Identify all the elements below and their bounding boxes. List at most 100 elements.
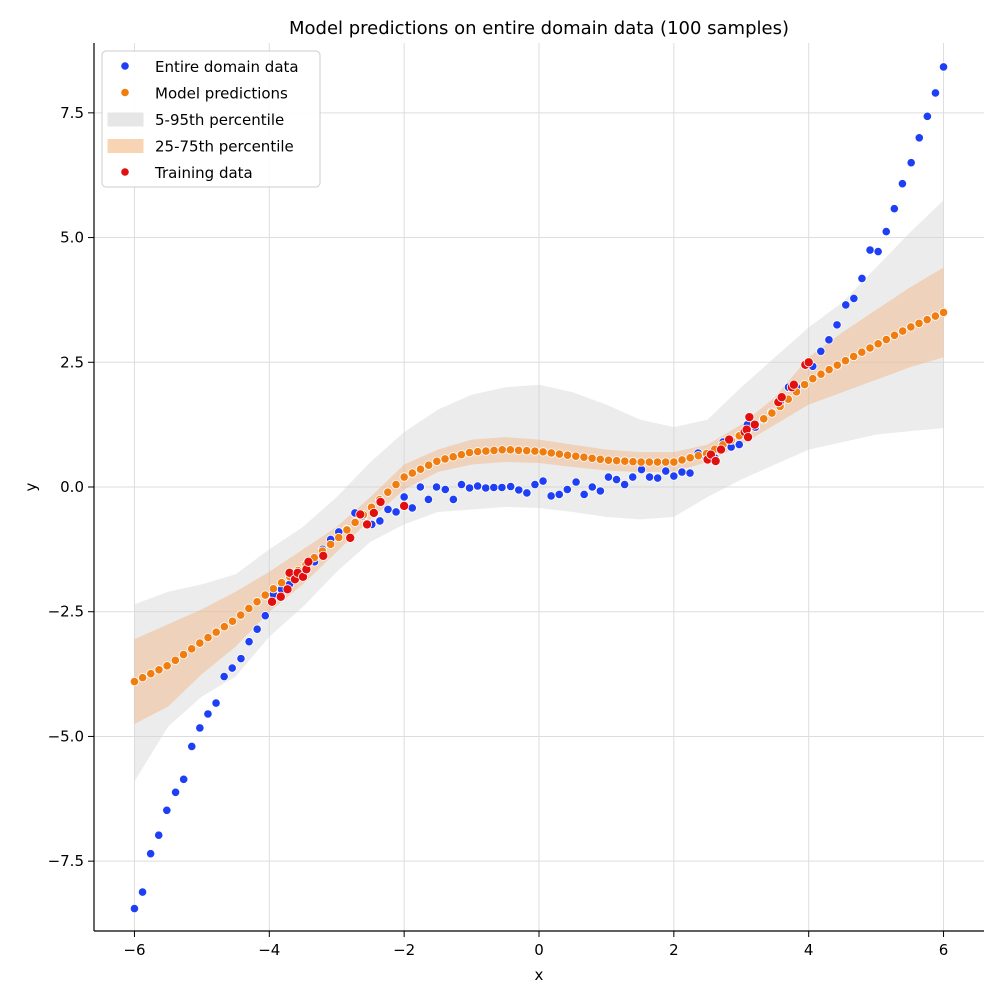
- training-point: [803, 357, 814, 368]
- domain-point: [473, 481, 483, 491]
- y-tick-label: 5.0: [60, 229, 84, 247]
- grid: [94, 43, 984, 931]
- x-tick-label: −2: [393, 941, 415, 959]
- prediction-point: [677, 455, 687, 465]
- prediction-point: [342, 525, 352, 535]
- domain-point: [603, 472, 614, 482]
- domain-point: [162, 805, 172, 815]
- prediction-point: [636, 457, 646, 467]
- domain-point: [129, 903, 140, 914]
- domain-point: [179, 774, 189, 784]
- prediction-point: [824, 365, 834, 375]
- prediction-point: [693, 451, 703, 461]
- prediction-point: [644, 457, 654, 467]
- prediction-point: [211, 627, 221, 637]
- domain-point: [595, 486, 605, 496]
- domain-point: [930, 88, 941, 98]
- domain-point: [154, 830, 164, 840]
- domain-point: [579, 489, 589, 500]
- training-point: [749, 419, 760, 430]
- prediction-point: [906, 322, 916, 332]
- legend-marker: [120, 167, 130, 177]
- prediction-point: [554, 449, 565, 459]
- domain-point: [661, 466, 671, 476]
- prediction-point: [530, 446, 540, 456]
- prediction-point: [587, 453, 597, 463]
- prediction-point: [138, 673, 148, 683]
- prediction-point: [579, 452, 589, 462]
- series-model-predictions: [129, 307, 949, 687]
- prediction-point: [424, 460, 434, 470]
- training-point: [744, 412, 755, 423]
- domain-point: [897, 179, 908, 189]
- domain-point: [440, 484, 450, 495]
- y-ticks: −7.5 −5.0 −2.5 0.0 2.5 5.0 7.5: [48, 104, 94, 870]
- x-tick-label: 4: [804, 941, 814, 959]
- x-tick-label: 2: [669, 941, 679, 959]
- domain-point: [685, 468, 695, 478]
- domain-point: [481, 483, 491, 493]
- y-tick-label: −5.0: [48, 727, 84, 745]
- domain-point: [546, 491, 556, 501]
- prediction-point: [800, 380, 810, 390]
- prediction-point: [914, 318, 924, 328]
- domain-point: [644, 472, 655, 482]
- prediction-point: [146, 669, 156, 679]
- training-point: [362, 519, 373, 530]
- prediction-point: [415, 464, 426, 474]
- prediction-point: [881, 334, 891, 345]
- chart-title: Model predictions on entire domain data …: [289, 18, 789, 39]
- domain-point: [489, 482, 499, 493]
- prediction-point: [187, 644, 197, 654]
- prediction-point: [464, 448, 475, 458]
- domain-point: [252, 624, 262, 634]
- y-tick-label: −7.5: [48, 852, 84, 870]
- training-point: [710, 456, 721, 467]
- prediction-point: [873, 339, 883, 349]
- legend-label: Entire domain data: [155, 58, 299, 76]
- legend-label: Training data: [154, 164, 253, 182]
- y-tick-label: −2.5: [48, 603, 84, 621]
- training-point: [716, 444, 727, 455]
- domain-point: [824, 335, 834, 345]
- x-axis-label: x: [535, 966, 544, 984]
- domain-point: [922, 111, 932, 121]
- training-point: [266, 596, 277, 607]
- domain-point: [611, 474, 622, 485]
- domain-point: [391, 507, 401, 517]
- domain-point: [857, 273, 867, 284]
- domain-point: [620, 479, 630, 490]
- domain-point: [514, 485, 524, 495]
- y-tick-label: 2.5: [60, 353, 84, 371]
- training-point: [375, 496, 386, 507]
- prediction-point: [178, 649, 189, 660]
- domain-point: [187, 741, 197, 752]
- domain-point: [538, 476, 548, 486]
- legend-swatch: [107, 112, 144, 127]
- prediction-point: [481, 446, 491, 456]
- prediction-point: [448, 452, 458, 462]
- domain-point: [841, 300, 851, 310]
- training-point: [355, 509, 366, 520]
- prediction-point: [489, 445, 499, 456]
- x-tick-label: 0: [534, 941, 544, 959]
- domain-point: [448, 494, 458, 505]
- prediction-point: [391, 479, 401, 490]
- x-tick-label: −4: [258, 941, 280, 959]
- x-ticks: −6 −4 −2 0 2 4 6: [123, 931, 948, 959]
- prediction-point: [244, 603, 254, 613]
- domain-point: [227, 663, 237, 673]
- domain-point: [146, 849, 156, 859]
- legend-box: [101, 50, 321, 188]
- training-point: [776, 392, 787, 403]
- domain-point: [464, 483, 475, 493]
- y-tick-label: 0.0: [60, 478, 84, 496]
- prediction-point: [505, 445, 515, 455]
- prediction-point: [276, 578, 287, 588]
- domain-point: [375, 516, 385, 526]
- legend-label: Model predictions: [155, 85, 288, 103]
- prediction-point: [832, 360, 842, 370]
- prediction-point: [432, 456, 442, 466]
- domain-point: [399, 492, 409, 502]
- legend-marker: [120, 87, 130, 98]
